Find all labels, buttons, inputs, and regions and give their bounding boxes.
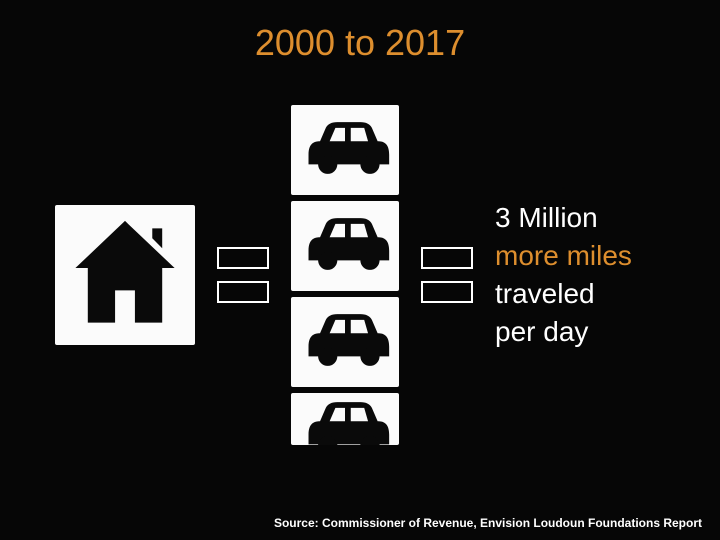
equals-bar [421, 281, 473, 303]
equals-bar [421, 247, 473, 269]
car-icon [297, 209, 393, 284]
slide-title: 2000 to 2017 [0, 22, 720, 64]
car-tile-partial [291, 393, 399, 445]
car-tile [291, 105, 399, 195]
car-stack [291, 105, 399, 445]
source-credit: Source: Commissioner of Revenue, Envisio… [274, 516, 702, 530]
car-tile [291, 297, 399, 387]
house-tile [55, 205, 195, 345]
equals-left [217, 247, 269, 303]
equals-bar [217, 281, 269, 303]
equals-right [421, 247, 473, 303]
equals-bar [217, 247, 269, 269]
caption-line-4: per day [495, 316, 588, 347]
car-tile [291, 201, 399, 291]
car-icon [297, 305, 393, 380]
caption-block: 3 Million more miles traveled per day [495, 199, 680, 350]
caption-line-3: traveled [495, 278, 595, 309]
car-icon [297, 113, 393, 188]
equation-row: 3 Million more miles traveled per day [55, 105, 680, 445]
caption-highlight: more miles [495, 240, 632, 271]
house-icon [63, 211, 187, 340]
car-icon [297, 393, 393, 445]
caption-line-1: 3 Million [495, 202, 598, 233]
